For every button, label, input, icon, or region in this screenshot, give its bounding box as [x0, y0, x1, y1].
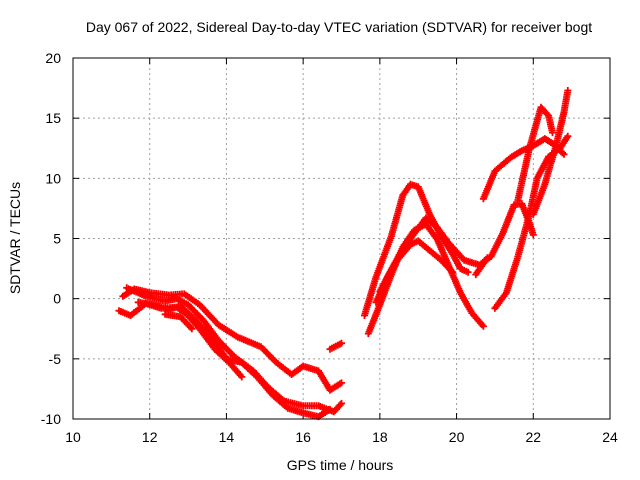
y-tick-label: 5 — [53, 231, 61, 247]
data-point — [338, 379, 345, 387]
data-point — [529, 231, 537, 239]
data-point — [326, 405, 334, 413]
data-point — [338, 339, 345, 347]
x-axis-label: GPS time / hours — [287, 457, 394, 473]
x-tick-label: 22 — [525, 429, 541, 445]
y-axis-label: SDTVAR / TECUs — [7, 182, 23, 294]
data-point — [188, 325, 196, 333]
y-tick-label: 0 — [53, 291, 61, 307]
x-tick-label: 12 — [142, 429, 158, 445]
series-track-12 — [491, 132, 572, 312]
x-tick-label: 16 — [295, 429, 311, 445]
y-tick-labels: -10 -5 0 5 10 15 20 — [41, 50, 61, 427]
data-point — [464, 268, 472, 276]
plot-frame — [72, 57, 611, 420]
series-track-4 — [115, 300, 246, 381]
series-track-6 — [326, 339, 345, 353]
series-track-10 — [376, 237, 457, 295]
grid-lines — [73, 58, 610, 419]
data-point — [338, 399, 345, 407]
y-tick-label: -10 — [41, 411, 61, 427]
x-tick-label: 18 — [372, 429, 388, 445]
data-point — [238, 373, 246, 381]
x-tick-label: 10 — [65, 429, 81, 445]
x-tick-label: 20 — [449, 429, 465, 445]
series-track-5 — [161, 310, 196, 333]
y-tick-label: 15 — [45, 110, 61, 126]
series-track-1 — [119, 285, 345, 394]
data-marks — [115, 87, 572, 421]
x-tick-label: 24 — [602, 429, 618, 445]
y-tick-label: 20 — [45, 50, 61, 66]
series-track-13 — [514, 103, 556, 204]
series-track-15 — [472, 254, 491, 279]
data-point — [560, 150, 568, 158]
data-point — [564, 132, 572, 140]
data-point — [549, 129, 556, 137]
x-tick-labels: 10 12 14 16 18 20 22 24 — [65, 429, 618, 445]
data-point — [449, 268, 457, 276]
chart-title: Day 067 of 2022, Sidereal Day-to-day VTE… — [86, 19, 592, 35]
y-tick-label: -5 — [49, 351, 62, 367]
data-point — [564, 87, 572, 94]
data-point — [336, 401, 344, 409]
x-tick-label: 14 — [219, 429, 235, 445]
data-point — [479, 322, 487, 330]
series-track-14 — [529, 87, 572, 218]
data-point — [483, 254, 491, 262]
y-tick-label: 10 — [45, 170, 61, 186]
